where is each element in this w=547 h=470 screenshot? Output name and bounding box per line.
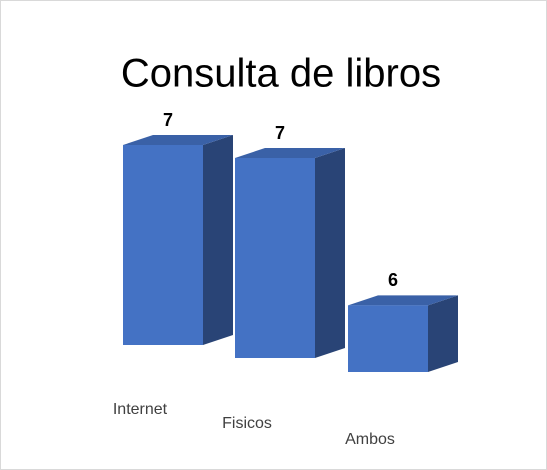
x-tick-label: Ambos xyxy=(345,431,395,448)
bar xyxy=(123,145,203,345)
bar-top xyxy=(348,295,458,306)
data-label: 7 xyxy=(275,123,285,143)
bar-side xyxy=(315,148,345,358)
bar xyxy=(235,158,315,358)
chart-title: Consulta de libros xyxy=(121,52,441,96)
x-tick-label: Fisicos xyxy=(222,415,272,432)
data-label: 7 xyxy=(163,110,173,130)
bar xyxy=(348,305,428,372)
x-tick-label: Internet xyxy=(113,401,168,418)
bar-top xyxy=(123,135,233,145)
data-label: 6 xyxy=(388,270,398,290)
bar-side xyxy=(203,135,233,345)
bar-side xyxy=(428,295,458,372)
bar-top xyxy=(235,148,345,158)
